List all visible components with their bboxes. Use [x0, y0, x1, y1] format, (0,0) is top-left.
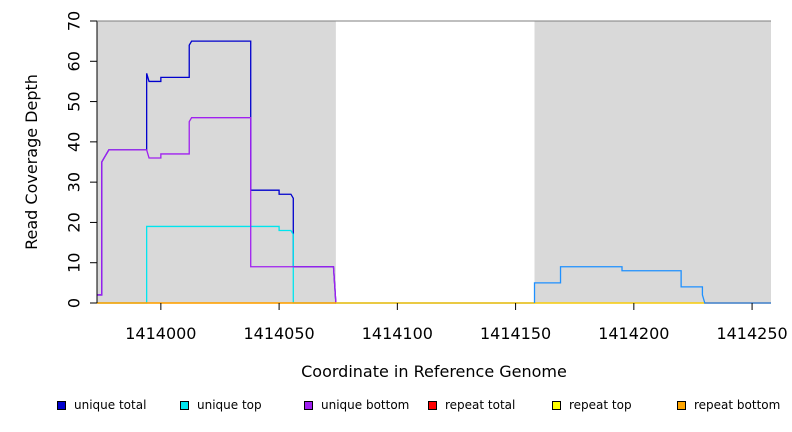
legend-item-unique-top: unique top [180, 398, 262, 412]
y-tick-label: 40 [65, 132, 84, 152]
highlight-region-1 [534, 21, 771, 303]
y-tick-label: 70 [65, 11, 84, 31]
legend-swatch [304, 400, 313, 410]
legend-swatch [180, 400, 189, 410]
y-tick-label: 20 [65, 212, 84, 232]
legend-swatch [677, 400, 686, 410]
legend-label: repeat total [445, 398, 516, 412]
legend-swatch [428, 400, 437, 410]
legend-item-unique-total: unique total [57, 398, 146, 412]
y-tick-label: 30 [65, 172, 84, 192]
legend-label: unique bottom [321, 398, 410, 412]
x-tick-label: 1414250 [716, 324, 787, 343]
y-tick-label: 60 [65, 51, 84, 71]
y-tick-label: 10 [65, 253, 84, 273]
legend-item-repeat-top: repeat top [552, 398, 632, 412]
legend-swatch [57, 400, 66, 410]
y-axis-title: Read Coverage Depth [22, 74, 41, 250]
legend-label: repeat bottom [694, 398, 781, 412]
series-line-unique-top [97, 225, 336, 304]
x-tick-label: 1414100 [362, 324, 433, 343]
x-axis-title: Coordinate in Reference Genome [301, 362, 567, 381]
x-tick-label: 1414150 [480, 324, 551, 343]
x-tick-label: 1414050 [243, 324, 314, 343]
x-tick-label: 1414200 [598, 324, 669, 343]
legend-label: repeat top [569, 398, 632, 412]
legend-item-repeat-bottom: repeat bottom [677, 398, 780, 412]
x-tick-label: 1414000 [125, 324, 196, 343]
legend-item-repeat-total: repeat total [428, 398, 515, 412]
legend-item-unique-bottom: unique bottom [304, 398, 409, 412]
series-line-unlabeled-6 [533, 266, 771, 304]
y-tick-label: 0 [65, 298, 84, 308]
legend-swatch [552, 400, 561, 410]
legend-label: unique total [74, 398, 147, 412]
legend: unique total unique top unique bottom repea… [0, 398, 792, 420]
y-tick-label: 50 [65, 91, 84, 111]
highlight-region-0 [97, 21, 336, 303]
series-line-unique-bottom [97, 117, 771, 304]
legend-label: unique top [197, 398, 262, 412]
